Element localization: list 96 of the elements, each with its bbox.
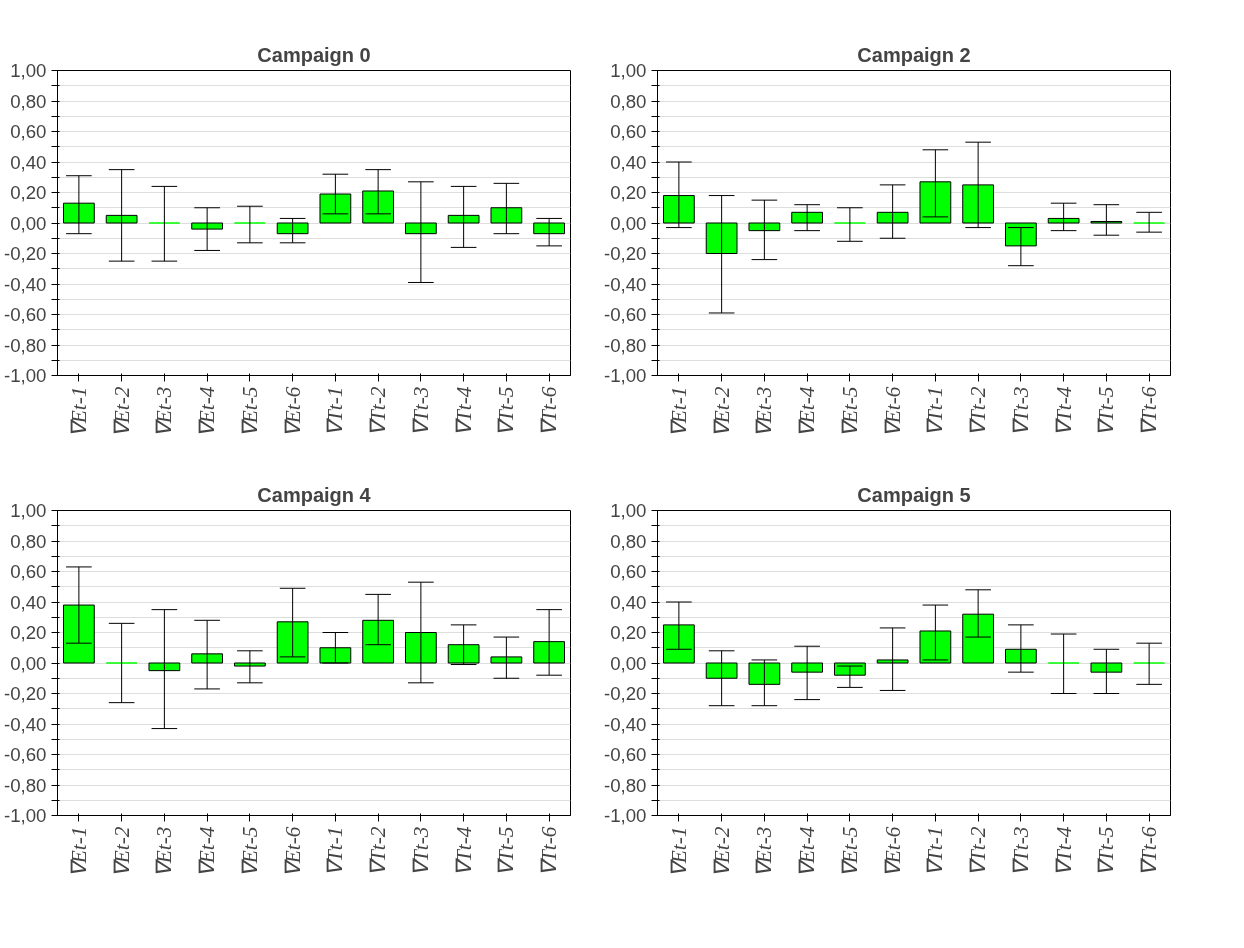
y-tick-label: -0,80 [3, 774, 47, 796]
y-tick-label: -1,00 [3, 365, 47, 386]
y-tick-label: -0,60 [3, 744, 47, 765]
y-tick-label: 0,20 [10, 182, 47, 203]
chart-title: Campaign 2 [857, 43, 971, 66]
y-tick-label: 0,80 [10, 90, 47, 112]
x-tick-label: ∇Tt-4 [451, 826, 476, 877]
y-tick-label: -0,60 [603, 744, 647, 765]
x-tick-label: ∇Et-6 [280, 386, 305, 438]
y-tick-label: 0,40 [10, 151, 47, 173]
x-tick-label: ∇Tt-1 [323, 386, 348, 437]
x-tick-label: ∇Et-1 [66, 826, 91, 878]
y-tick-label: -0,20 [603, 243, 647, 264]
x-tick-label: ∇Et-4 [795, 826, 820, 878]
chart-title: Campaign 5 [857, 483, 971, 506]
y-tick-label: 0,80 [610, 530, 647, 552]
x-tick-label: ∇Et-1 [666, 826, 691, 878]
x-tick-label: ∇Et-6 [280, 826, 305, 878]
y-tick-label: -1,00 [603, 365, 647, 386]
y-tick-label: 1,00 [610, 60, 647, 81]
x-tick-label: ∇Tt-1 [923, 386, 948, 437]
y-tick-label: -0,80 [603, 334, 647, 356]
y-tick-label: -0,40 [603, 273, 647, 295]
x-tick-label: ∇Et-2 [109, 826, 134, 878]
y-tick-label: 0,60 [610, 561, 647, 582]
x-tick-label: ∇Et-2 [709, 386, 734, 438]
y-tick-label: 1,00 [10, 60, 47, 81]
y-tick-label: -0,20 [3, 683, 47, 704]
x-tick-label: ∇Tt-3 [408, 826, 433, 877]
x-tick-label: ∇Et-4 [195, 386, 220, 438]
x-tick-label: ∇Et-4 [195, 826, 220, 878]
y-tick-label: 0,80 [10, 530, 47, 552]
x-tick-label: ∇Tt-4 [1051, 386, 1076, 437]
x-tick-label: ∇Tt-5 [494, 386, 519, 437]
y-tick-label: 1,00 [10, 500, 47, 521]
y-tick-label: 0,40 [610, 151, 647, 173]
y-tick-label: -1,00 [3, 805, 47, 826]
y-tick-label: 0,20 [610, 622, 647, 643]
x-tick-label: ∇Tt-2 [966, 826, 991, 877]
y-tick-label: 0,00 [610, 652, 647, 674]
y-tick-label: -0,60 [603, 304, 647, 325]
x-tick-label: ∇Tt-4 [451, 386, 476, 437]
x-tick-label: ∇Tt-3 [408, 386, 433, 437]
y-tick-label: -0,40 [3, 273, 47, 295]
x-tick-label: ∇Et-5 [237, 386, 262, 438]
x-tick-label: ∇Tt-6 [537, 386, 562, 437]
y-tick-label: 0,20 [10, 622, 47, 643]
x-tick-label: ∇Tt-2 [366, 826, 391, 877]
x-tick-label: ∇Tt-6 [537, 826, 562, 877]
y-tick-label: 0,00 [10, 652, 47, 674]
y-tick-label: -0,40 [3, 713, 47, 735]
x-tick-label: ∇Tt-3 [1008, 826, 1033, 877]
x-tick-label: ∇Et-2 [109, 386, 134, 438]
y-tick-label: 0,60 [610, 121, 647, 142]
x-tick-label: ∇Tt-1 [923, 826, 948, 877]
x-tick-label: ∇Tt-5 [1094, 386, 1119, 437]
x-tick-label: ∇Tt-3 [1008, 386, 1033, 437]
chart-title: Campaign 0 [257, 43, 371, 66]
y-tick-label: -0,40 [603, 713, 647, 735]
x-tick-label: ∇Et-4 [795, 386, 820, 438]
x-tick-label: ∇Et-2 [709, 826, 734, 878]
x-tick-label: ∇Et-1 [666, 386, 691, 438]
y-tick-label: 0,80 [610, 90, 647, 112]
y-tick-label: 0,40 [10, 591, 47, 613]
x-tick-label: ∇Et-5 [237, 826, 262, 878]
x-tick-label: ∇Et-6 [880, 826, 905, 878]
x-tick-label: ∇Tt-2 [366, 386, 391, 437]
y-tick-label: 0,60 [10, 121, 47, 142]
x-tick-label: ∇Tt-5 [494, 826, 519, 877]
x-tick-label: ∇Et-3 [152, 826, 177, 878]
y-tick-label: 0,00 [10, 212, 47, 234]
x-tick-label: ∇Et-3 [152, 386, 177, 438]
x-tick-label: ∇Et-3 [752, 826, 777, 878]
y-tick-label: -0,60 [3, 304, 47, 325]
x-tick-label: ∇Tt-2 [966, 386, 991, 437]
y-tick-label: 0,40 [610, 591, 647, 613]
x-tick-label: ∇Et-6 [880, 386, 905, 438]
y-tick-label: 0,20 [610, 182, 647, 203]
y-tick-label: 0,60 [10, 561, 47, 582]
x-tick-label: ∇Et-1 [66, 386, 91, 438]
y-tick-label: -0,20 [3, 243, 47, 264]
x-tick-label: ∇Tt-6 [1137, 386, 1162, 437]
y-tick-label: -0,80 [3, 334, 47, 356]
x-tick-label: ∇Et-5 [837, 386, 862, 438]
x-tick-label: ∇Tt-5 [1094, 826, 1119, 877]
x-tick-label: ∇Tt-6 [1137, 826, 1162, 877]
y-tick-label: -1,00 [603, 805, 647, 826]
y-tick-label: -0,80 [603, 774, 647, 796]
x-tick-label: ∇Tt-4 [1051, 826, 1076, 877]
chart-title: Campaign 4 [257, 483, 372, 506]
y-tick-label: -0,20 [603, 683, 647, 704]
x-tick-label: ∇Tt-1 [323, 826, 348, 877]
y-tick-label: 0,00 [610, 212, 647, 234]
x-tick-label: ∇Et-5 [837, 826, 862, 878]
y-tick-label: 1,00 [610, 500, 647, 521]
x-tick-label: ∇Et-3 [752, 386, 777, 438]
